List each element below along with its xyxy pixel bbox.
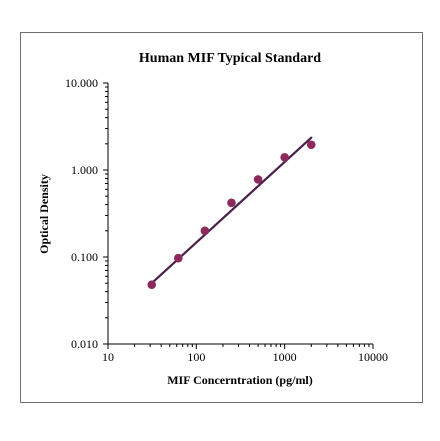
data-point xyxy=(227,198,236,208)
y-tick-label: 0.100 xyxy=(71,250,98,264)
data-point xyxy=(253,175,263,184)
axis-ticks: 10 100 1000 10000 0.010 0.100 1.000 10.000 xyxy=(65,76,388,364)
chart-title: Human MIF Typical Standard xyxy=(139,51,321,66)
y-tick-label: 1.000 xyxy=(71,163,98,177)
chart-frame xyxy=(20,32,423,403)
data-point xyxy=(306,140,316,150)
data-point xyxy=(280,152,289,162)
data-points xyxy=(147,140,316,290)
y-tick-label: 10.000 xyxy=(65,76,98,90)
x-tick-label: 1000 xyxy=(273,350,297,364)
data-point xyxy=(200,226,210,236)
x-tick-label: 10 xyxy=(102,350,114,364)
data-point xyxy=(174,253,183,263)
x-tick-label: 100 xyxy=(187,350,205,364)
data-point xyxy=(147,280,157,290)
x-axis-title: MIF Concerntration (pg/ml) xyxy=(167,373,313,387)
y-axis-title: Optical Density xyxy=(37,174,51,254)
y-tick-label: 0.010 xyxy=(71,337,98,351)
x-tick-label: 10000 xyxy=(358,350,388,364)
